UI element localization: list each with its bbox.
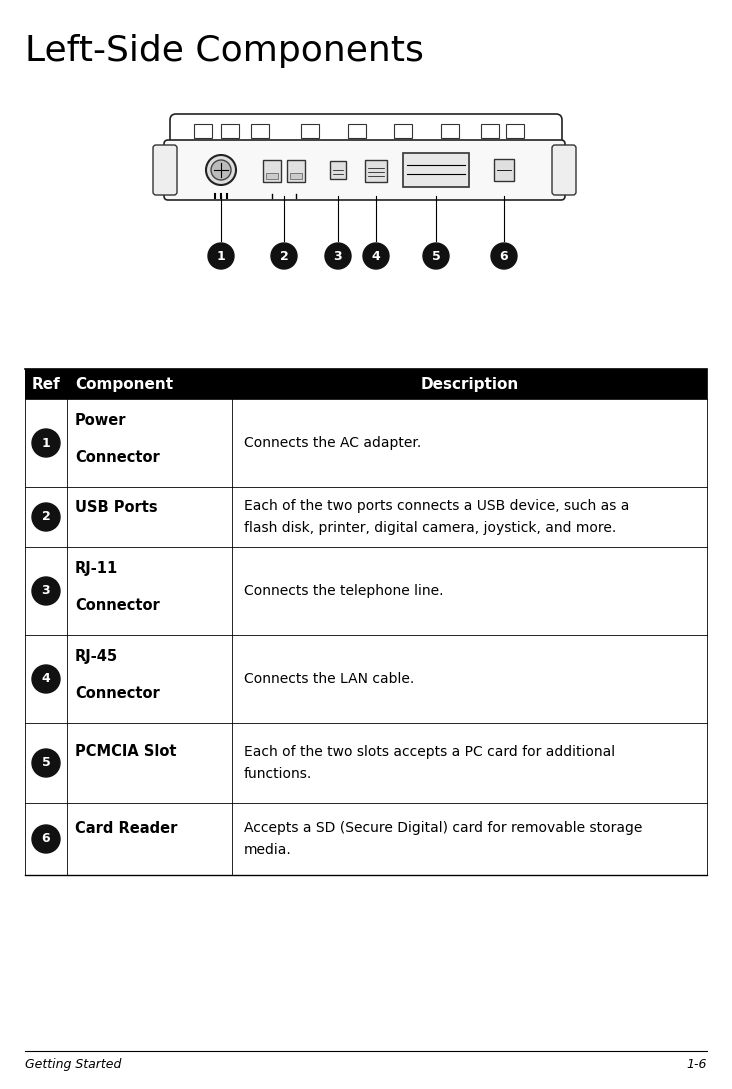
Bar — [194, 124, 212, 138]
Text: 1: 1 — [217, 249, 225, 262]
Bar — [287, 160, 305, 182]
Text: media.: media. — [244, 843, 292, 857]
FancyBboxPatch shape — [153, 145, 177, 195]
Text: 3: 3 — [42, 585, 51, 598]
Text: 6: 6 — [500, 249, 508, 262]
Text: 4: 4 — [42, 673, 51, 685]
Bar — [494, 159, 514, 181]
Text: 4: 4 — [372, 249, 381, 262]
Text: 2: 2 — [280, 249, 288, 262]
Bar — [365, 160, 387, 182]
Text: Connector: Connector — [75, 450, 160, 465]
Circle shape — [491, 243, 517, 269]
Circle shape — [325, 243, 351, 269]
Text: Accepts a SD (Secure Digital) card for removable storage: Accepts a SD (Secure Digital) card for r… — [244, 821, 643, 835]
Text: RJ-45: RJ-45 — [75, 649, 118, 664]
Text: Power: Power — [75, 413, 127, 428]
FancyBboxPatch shape — [552, 145, 576, 195]
Text: 1-6: 1-6 — [687, 1059, 707, 1070]
FancyBboxPatch shape — [164, 140, 565, 200]
Text: Getting Started: Getting Started — [25, 1059, 122, 1070]
Circle shape — [271, 243, 297, 269]
Text: flash disk, printer, digital camera, joystick, and more.: flash disk, printer, digital camera, joy… — [244, 521, 616, 535]
Text: USB Ports: USB Ports — [75, 501, 157, 515]
Bar — [348, 124, 366, 138]
Bar — [266, 173, 278, 179]
Text: PCMCIA Slot: PCMCIA Slot — [75, 744, 176, 759]
Text: 1: 1 — [42, 437, 51, 450]
Text: Connector: Connector — [75, 686, 160, 701]
Bar — [330, 161, 346, 179]
Circle shape — [211, 160, 231, 180]
Text: Description: Description — [420, 377, 519, 392]
Bar — [25, 369, 707, 399]
Circle shape — [32, 503, 60, 531]
Circle shape — [32, 577, 60, 605]
Circle shape — [32, 749, 60, 776]
Bar — [506, 124, 524, 138]
Bar — [441, 124, 459, 138]
Text: 3: 3 — [334, 249, 343, 262]
Circle shape — [32, 825, 60, 853]
Text: Component: Component — [75, 377, 173, 392]
Text: Connects the AC adapter.: Connects the AC adapter. — [244, 436, 421, 450]
Circle shape — [206, 155, 236, 185]
Text: RJ-11: RJ-11 — [75, 561, 119, 576]
Circle shape — [423, 243, 449, 269]
Text: 6: 6 — [42, 832, 51, 845]
Text: Card Reader: Card Reader — [75, 821, 177, 835]
Circle shape — [208, 243, 234, 269]
Text: 5: 5 — [42, 757, 51, 770]
Bar — [481, 124, 499, 138]
Text: Each of the two ports connects a USB device, such as a: Each of the two ports connects a USB dev… — [244, 499, 630, 513]
Bar — [263, 160, 281, 182]
Text: functions.: functions. — [244, 767, 313, 781]
Text: 2: 2 — [42, 511, 51, 524]
Bar — [251, 124, 269, 138]
Text: 5: 5 — [432, 249, 441, 262]
Circle shape — [363, 243, 389, 269]
Bar — [290, 173, 302, 179]
Bar — [394, 124, 412, 138]
Bar — [221, 124, 239, 138]
Circle shape — [32, 665, 60, 693]
Text: Each of the two slots accepts a PC card for additional: Each of the two slots accepts a PC card … — [244, 745, 615, 759]
Bar — [403, 152, 468, 187]
Text: Connects the telephone line.: Connects the telephone line. — [244, 584, 444, 598]
Text: Connects the LAN cable.: Connects the LAN cable. — [244, 672, 414, 686]
Bar — [301, 124, 319, 138]
Text: Left-Side Components: Left-Side Components — [25, 34, 424, 68]
Text: Connector: Connector — [75, 598, 160, 613]
FancyBboxPatch shape — [170, 114, 562, 148]
Circle shape — [32, 429, 60, 457]
Text: Ref: Ref — [31, 377, 60, 392]
